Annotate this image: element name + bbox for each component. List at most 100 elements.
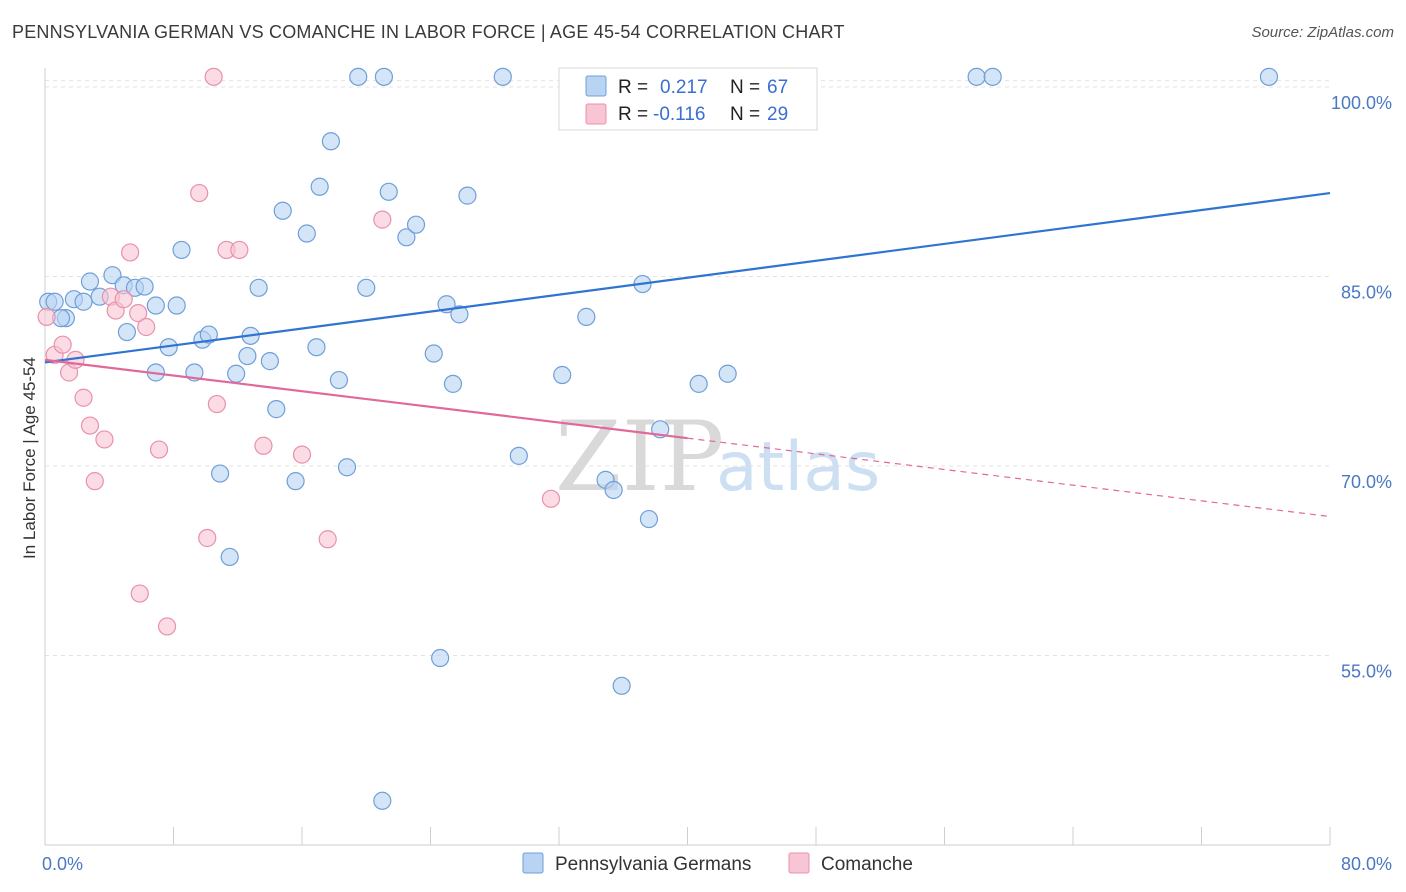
pennsylvania-germans-point	[604, 480, 623, 500]
pennsylvania-germans-point	[577, 307, 596, 326]
pennsylvania-germans-trend-line	[44, 191, 1331, 364]
pennsylvania-germans-point	[310, 177, 329, 196]
pennsylvania-germans-point	[329, 370, 349, 390]
pennsylvania-germans-point	[424, 344, 443, 363]
pennsylvania-germans-point	[450, 305, 469, 324]
legend-n-label-1: N =	[730, 77, 760, 98]
pennsylvania-germans-point	[689, 374, 708, 393]
comanche-point	[149, 440, 169, 459]
pennsylvania-germans-point	[337, 458, 357, 477]
pennsylvania-germans-point	[458, 186, 477, 205]
comanche-point	[373, 210, 392, 229]
x-tick-labels: 0.0% 80.0%	[42, 854, 1392, 874]
y-tick-labels: 55.0% 70.0% 85.0% 100.0%	[1331, 93, 1392, 682]
pennsylvania-germans-point	[172, 240, 191, 260]
pennsylvania-germans-point	[639, 509, 659, 529]
comanche-point	[157, 617, 177, 636]
pennsylvania-germans-point	[349, 67, 368, 86]
pennsylvania-germans-point	[397, 228, 416, 247]
y-tick-label: 85.0%	[1341, 282, 1392, 302]
series-swatch-pennsylvania-germans	[522, 852, 544, 874]
pennsylvania-germans-point	[443, 374, 463, 393]
pennsylvania-germans-point	[117, 322, 137, 342]
comanche-point	[190, 183, 209, 203]
pennsylvania-germans-point	[260, 352, 279, 371]
pennsylvania-germans-point	[373, 791, 392, 810]
pennsylvania-germans-point	[227, 364, 246, 383]
comanche-point	[80, 416, 100, 435]
legend-r-value-1: 0.217	[660, 77, 708, 98]
legend-r-label-1: R =	[618, 77, 648, 98]
comanche-point	[204, 67, 223, 86]
pennsylvania-germans-point	[249, 278, 268, 297]
series-legend: Pennsylvania Germans Comanche	[522, 852, 913, 875]
pennsylvania-germans-point	[374, 67, 394, 86]
comanche-point	[198, 528, 217, 548]
trend-lines	[44, 191, 1331, 518]
comanche-point	[37, 307, 56, 326]
comanche-point	[74, 388, 93, 407]
pennsylvania-germans-point	[983, 67, 1002, 86]
y-tick-label: 55.0%	[1341, 661, 1392, 681]
legend-r-value-2: -0.116	[653, 104, 705, 125]
pennsylvania-germans-point	[406, 215, 426, 234]
series-label-pennsylvania-germans: Pennsylvania Germans	[555, 854, 751, 875]
comanche-point	[114, 290, 133, 309]
pennsylvania-germans-point	[199, 325, 218, 344]
pennsylvania-germans-point	[220, 547, 239, 567]
pennsylvania-germans-point	[273, 201, 292, 220]
stats-legend: R = 0.217 N = 67 R = -0.116 N = 29	[558, 67, 818, 131]
x-tick-label: 0.0%	[42, 854, 83, 874]
chart-title: PENNSYLVANIA GERMAN VS COMANCHE IN LABOR…	[12, 22, 845, 42]
y-tick-label: 100.0%	[1331, 93, 1392, 113]
data-points	[37, 67, 1279, 810]
axes	[44, 68, 1331, 846]
comanche-point	[130, 584, 149, 603]
pennsylvania-germans-point	[509, 446, 528, 465]
comanche-point	[207, 394, 226, 414]
legend-n-label-2: N =	[730, 104, 760, 125]
pennsylvania-germans-point	[553, 365, 572, 385]
y-tick-label: 70.0%	[1341, 472, 1392, 492]
pennsylvania-germans-point	[612, 676, 631, 695]
comanche-point	[53, 335, 72, 354]
pennsylvania-germans-point	[286, 472, 305, 491]
comanche-trend-line-extension	[687, 437, 1331, 518]
pennsylvania-germans-point	[74, 292, 93, 311]
source-label: Source: ZipAtlas.com	[1251, 24, 1394, 41]
comanche-point	[230, 240, 249, 260]
pennsylvania-germans-point	[431, 648, 450, 668]
pennsylvania-germans-point	[357, 278, 376, 297]
y-axis-label: In Labor Force | Age 45-54	[20, 357, 39, 559]
pennsylvania-germans-point	[267, 400, 286, 419]
comanche-point	[137, 317, 156, 337]
legend-r-label-2: R =	[618, 104, 648, 125]
pennsylvania-germans-point	[321, 132, 341, 151]
series-swatch-comanche	[788, 852, 810, 874]
pennsylvania-germans-point	[80, 272, 100, 291]
pennsylvania-germans-point	[1259, 67, 1279, 86]
comanche-point	[292, 445, 312, 464]
pennsylvania-germans-point	[167, 296, 186, 315]
legend-n-value-2: 29	[767, 104, 788, 125]
pennsylvania-germans-point	[967, 67, 986, 86]
comanche-point	[541, 489, 561, 508]
comanche-point	[254, 436, 273, 455]
comanche-trend-line	[44, 358, 688, 440]
pennsylvania-germans-point	[493, 67, 512, 86]
pennsylvania-germans-point	[135, 277, 154, 296]
comanche-point	[95, 430, 114, 449]
comanche-point	[129, 304, 148, 323]
pennsylvania-germans-point	[297, 224, 316, 243]
pennsylvania-germans-point	[238, 346, 257, 366]
pennsylvania-germans-point	[718, 364, 737, 383]
comanche-point	[121, 243, 140, 262]
pennsylvania-germans-point	[307, 338, 326, 357]
pennsylvania-germans-point	[45, 292, 64, 311]
comanche-point	[85, 472, 104, 491]
series-label-comanche: Comanche	[821, 854, 913, 875]
pennsylvania-germans-point	[103, 266, 122, 285]
pennsylvania-germans-point	[146, 296, 165, 315]
comanche-point	[318, 530, 337, 549]
